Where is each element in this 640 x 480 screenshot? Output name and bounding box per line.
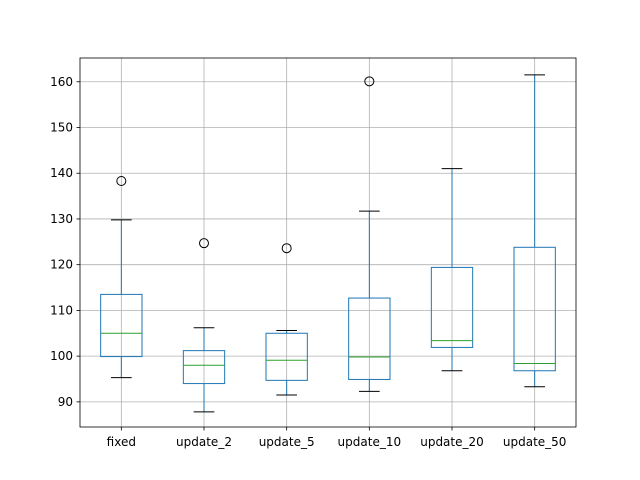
y-tick-label-160: 160 xyxy=(50,75,73,89)
outlier-point-update_2-0 xyxy=(199,238,209,249)
x-tick-label-update_10: update_10 xyxy=(338,435,402,449)
box-update_20 xyxy=(430,266,474,348)
box-group-update_20 xyxy=(430,168,474,372)
y-tick-label-150: 150 xyxy=(50,121,73,135)
y-tick-label-140: 140 xyxy=(50,166,73,180)
plot-area-frame xyxy=(79,57,577,428)
y-tick-label-90: 90 xyxy=(58,395,73,409)
axis-ticks: 90 100 110 120 130 140 150 160 fixed update_2 upda… xyxy=(50,75,566,449)
box-group-update_2 xyxy=(182,238,226,413)
box-update_50 xyxy=(513,246,556,372)
x-tick-label-update_2: update_2 xyxy=(176,435,232,449)
outlier-point-fixed-0 xyxy=(116,176,127,186)
y-tick-label-130: 130 xyxy=(50,212,73,226)
box-group-update_5 xyxy=(265,243,308,396)
y-tick-label-120: 120 xyxy=(50,258,73,272)
box-fixed xyxy=(100,293,143,358)
box-series xyxy=(100,74,556,413)
outlier-point-update_5-0 xyxy=(281,243,292,254)
y-tick-label-100: 100 xyxy=(50,349,73,363)
x-tick-label-update_5: update_5 xyxy=(259,435,315,449)
box-group-update_10 xyxy=(348,76,391,392)
y-tick-label-110: 110 xyxy=(50,303,73,317)
box-update_2 xyxy=(182,350,226,385)
box-update_5 xyxy=(265,332,308,381)
box-group-fixed xyxy=(100,176,143,379)
box-group-update_50 xyxy=(513,74,556,388)
x-tick-label-update_50: update_50 xyxy=(503,435,567,449)
x-tick-label-update_20: update_20 xyxy=(420,435,484,449)
box-update_10 xyxy=(348,297,391,380)
x-tick-label-fixed: fixed xyxy=(107,435,136,449)
outlier-point-update_10-0 xyxy=(364,76,375,87)
